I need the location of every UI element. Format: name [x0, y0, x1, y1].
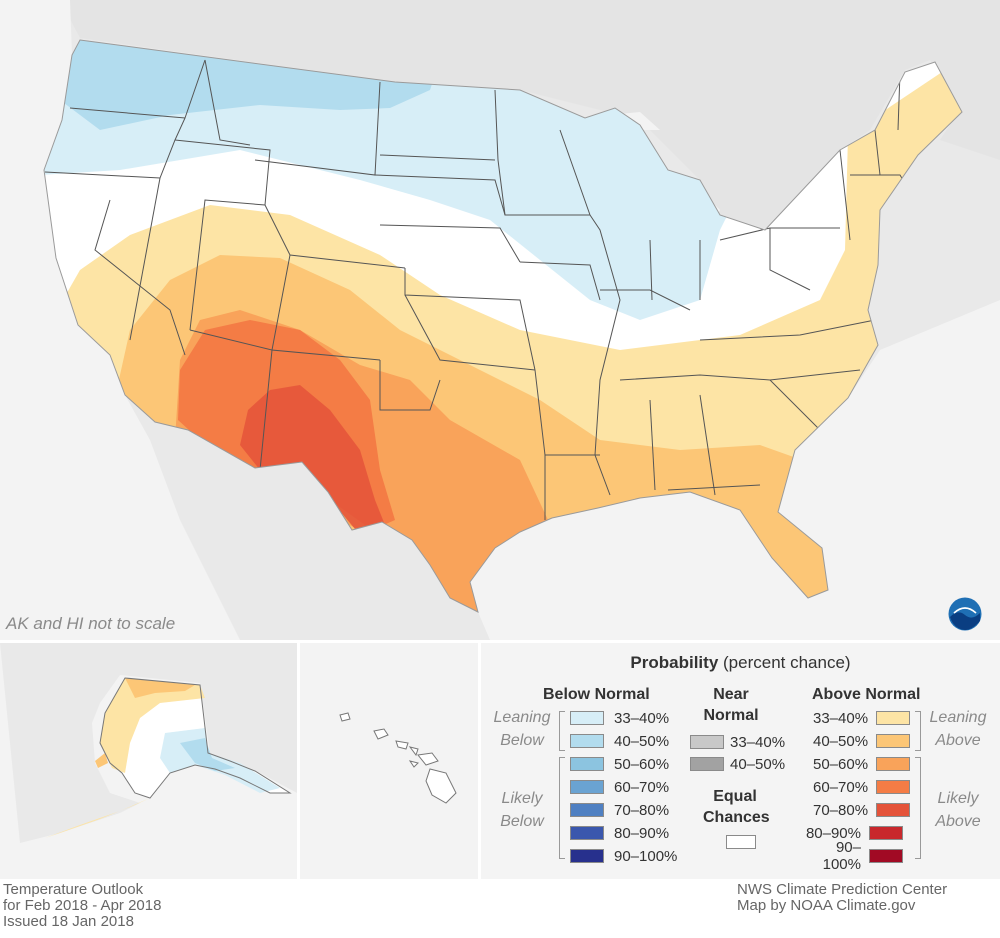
below-normal-header: Below Normal	[543, 686, 650, 703]
outlook-period: for Feb 2018 - Apr 2018	[3, 897, 162, 914]
below-60-70-swatch	[570, 780, 604, 794]
near-33-40-swatch	[690, 735, 724, 749]
above-90-100-item: 90–100%	[803, 839, 903, 873]
noaa-logo-icon	[948, 597, 982, 631]
below-80-90-item: 80–90%	[570, 822, 669, 844]
likely-below-label: Likely Below	[500, 790, 544, 830]
above-normal-header: Above Normal	[812, 686, 921, 703]
alaska-inset	[0, 643, 297, 879]
conus-map: AK and HI not to scale	[0, 0, 1000, 640]
leaning-below-bracket	[559, 711, 565, 751]
leaning-above-bracket	[915, 711, 921, 751]
above-50-60-item: 50–60%	[813, 753, 911, 775]
equal-chances-header: Equal Chances	[703, 788, 770, 826]
leaning-below-label: Leaning Below	[493, 709, 551, 749]
below-50-60-item: 50–60%	[570, 753, 669, 775]
scale-note: AK and HI not to scale	[6, 614, 176, 633]
above-80-90-swatch	[869, 826, 903, 840]
below-40-50-item: 40–50%	[570, 730, 669, 752]
likely-above-bracket	[915, 757, 921, 859]
above-70-80-swatch	[876, 803, 911, 817]
hawaii-inset	[300, 643, 478, 879]
below-80-90-swatch	[570, 826, 604, 840]
legend-title: Probability (percent chance)	[630, 653, 851, 672]
alaska-map-graphic	[0, 643, 297, 879]
likely-above-label: Likely Above	[935, 790, 981, 830]
credits: NWS Climate Prediction Center Map by NOA…	[737, 882, 947, 914]
issue-date: Issued 18 Jan 2018	[3, 913, 134, 930]
below-33-40-swatch	[570, 711, 604, 725]
credit-source: NWS Climate Prediction Center	[737, 881, 948, 898]
below-40-50-swatch	[570, 734, 604, 748]
near-40-50-swatch	[690, 757, 724, 771]
below-70-80-item: 70–80%	[570, 799, 669, 821]
below-70-80-swatch	[570, 803, 604, 817]
above-33-40-swatch	[876, 711, 911, 725]
below-33-40-item: 33–40%	[570, 707, 669, 729]
above-60-70-item: 60–70%	[813, 776, 911, 798]
above-80-90-item: 80–90%	[803, 822, 903, 844]
credit-map: Map by NOAA Climate.gov	[737, 897, 916, 914]
below-90-100-swatch	[570, 849, 604, 863]
above-50-60-swatch	[876, 757, 911, 771]
equal-chances-swatch	[726, 835, 756, 849]
near-40-50-item: 40–50%	[690, 753, 785, 775]
above-40-50-swatch	[876, 734, 911, 748]
above-60-70-swatch	[876, 780, 911, 794]
below-50-60-swatch	[570, 757, 604, 771]
above-70-80-item: 70–80%	[813, 799, 911, 821]
above-33-40-item: 33–40%	[813, 707, 911, 729]
outlook-info: Temperature Outlook for Feb 2018 - Apr 2…	[3, 882, 161, 930]
near-normal-header: Near Normal	[703, 686, 759, 724]
hawaii-map-graphic	[300, 643, 478, 879]
legend: Probability (percent chance) Below Norma…	[481, 643, 1000, 879]
above-40-50-item: 40–50%	[813, 730, 911, 752]
below-60-70-item: 60–70%	[570, 776, 669, 798]
leaning-above-label: Leaning Above	[929, 709, 987, 749]
above-90-100-swatch	[869, 849, 903, 863]
near-33-40-item: 33–40%	[690, 731, 785, 753]
outlook-title: Temperature Outlook	[3, 881, 144, 898]
likely-below-bracket	[559, 757, 565, 859]
conus-map-graphic	[43, 39, 963, 613]
below-90-100-item: 90–100%	[570, 845, 677, 867]
